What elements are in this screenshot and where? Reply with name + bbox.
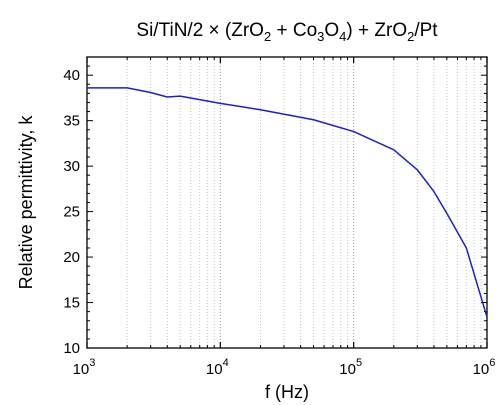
x-axis-label: f (Hz) bbox=[265, 382, 309, 402]
plot-area bbox=[86, 56, 488, 349]
y-tick-label: 35 bbox=[63, 113, 80, 130]
y-axis: 10 15 20 25 30 35 40 bbox=[63, 56, 487, 357]
y-tick-label: 30 bbox=[63, 158, 80, 175]
y-tick-label: 10 bbox=[63, 340, 80, 357]
y-tick-label: 40 bbox=[63, 67, 80, 84]
y-tick-label: 15 bbox=[63, 295, 80, 312]
y-axis-label: Relative permittivity, k bbox=[16, 115, 36, 290]
chart-title: Si/TiN/2 × (ZrO2 + Co3O4) + ZrO2/Pt bbox=[136, 20, 438, 44]
x-tick-label: 104 bbox=[206, 357, 229, 378]
x-axis: 103 104 105 106 bbox=[73, 57, 496, 378]
x-tick-label: 105 bbox=[339, 357, 362, 378]
y-tick-label: 20 bbox=[63, 249, 80, 266]
plot-frame bbox=[86, 56, 488, 349]
x-tick-label: 106 bbox=[473, 357, 496, 378]
x-tick-label: 103 bbox=[73, 357, 96, 378]
data-series bbox=[87, 87, 488, 318]
y-tick-label: 25 bbox=[63, 204, 80, 221]
series-line bbox=[87, 87, 488, 318]
grid bbox=[126, 57, 482, 348]
